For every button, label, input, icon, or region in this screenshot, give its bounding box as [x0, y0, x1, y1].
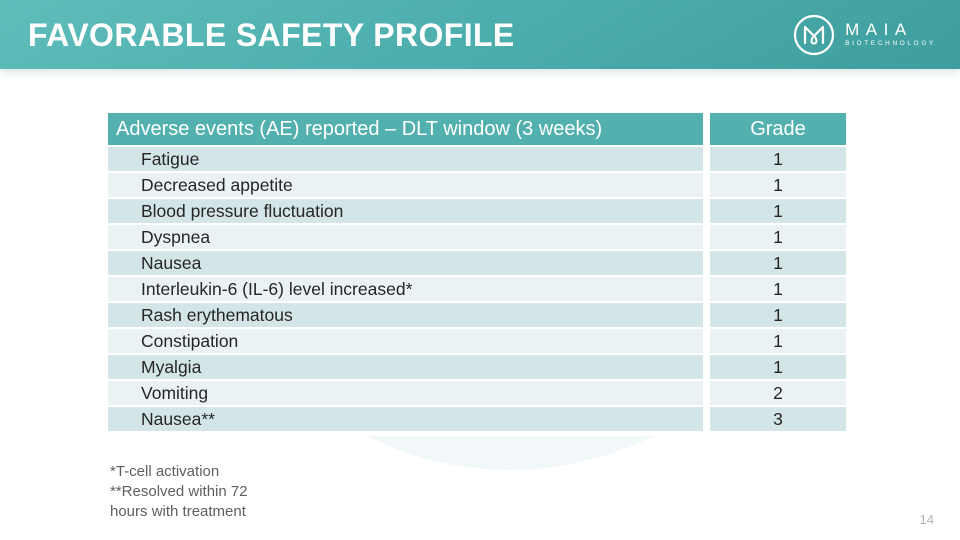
table-row: Myalgia 1 [108, 355, 846, 379]
footnote-tcell: *T-cell activation [110, 463, 220, 480]
grade-cell: 1 [710, 251, 846, 275]
grade-cell: 1 [710, 199, 846, 223]
slide-title: FAVORABLE SAFETY PROFILE [28, 17, 515, 53]
grade-cell: 1 [710, 329, 846, 353]
table-row: Rash erythematous 1 [108, 303, 846, 327]
maia-logo: MAIA BIOTECHNOLOGY [792, 13, 936, 57]
event-cell: Fatigue [108, 147, 703, 171]
column-divider [703, 147, 710, 171]
grade-cell: 1 [710, 277, 846, 301]
maia-logo-icon [792, 13, 836, 57]
grade-column-header: Grade [710, 113, 846, 145]
column-divider [703, 381, 710, 405]
column-divider [703, 251, 710, 275]
column-divider [703, 407, 710, 431]
event-cell: Decreased appetite [108, 173, 703, 197]
column-divider [703, 355, 710, 379]
table-row: Blood pressure fluctuation 1 [108, 199, 846, 223]
page-number: 14 [919, 512, 934, 527]
event-cell: Vomiting [108, 381, 703, 405]
table-row: Constipation 1 [108, 329, 846, 353]
event-cell: Myalgia [108, 355, 703, 379]
grade-cell: 1 [710, 173, 846, 197]
column-divider [703, 199, 710, 223]
logo-subtitle-text: BIOTECHNOLOGY [845, 40, 936, 47]
table-header-row: Adverse events (AE) reported – DLT windo… [108, 113, 846, 145]
table-row: Decreased appetite 1 [108, 173, 846, 197]
column-divider [703, 113, 710, 145]
column-divider [703, 173, 710, 197]
footnotes: *T-cell activation **Resolved within 72 … [110, 462, 288, 522]
column-divider [703, 277, 710, 301]
watermark-ring-decoration [0, 436, 960, 540]
table-row: Nausea** 3 [108, 407, 846, 431]
column-divider [703, 303, 710, 327]
table-row: Interleukin-6 (IL-6) level increased* 1 [108, 277, 846, 301]
logo-brand-text: MAIA [845, 20, 913, 39]
event-cell: Nausea** [108, 407, 703, 431]
adverse-events-table: Adverse events (AE) reported – DLT windo… [108, 113, 846, 433]
table-row: Fatigue 1 [108, 147, 846, 171]
event-cell: Interleukin-6 (IL-6) level increased* [108, 277, 703, 301]
grade-cell: 1 [710, 303, 846, 327]
table-row: Nausea 1 [108, 251, 846, 275]
grade-cell: 2 [710, 381, 846, 405]
grade-cell: 1 [710, 225, 846, 249]
event-cell: Rash erythematous [108, 303, 703, 327]
event-cell: Dyspnea [108, 225, 703, 249]
grade-cell: 1 [710, 147, 846, 171]
events-column-header: Adverse events (AE) reported – DLT windo… [108, 113, 703, 145]
grade-cell: 3 [710, 407, 846, 431]
table-row: Vomiting 2 [108, 381, 846, 405]
grade-cell: 1 [710, 355, 846, 379]
title-banner: FAVORABLE SAFETY PROFILE MAIA BIOTECHNOL… [0, 0, 960, 69]
footnote-resolved: **Resolved within 72 hours with treatmen… [110, 483, 248, 520]
event-cell: Blood pressure fluctuation [108, 199, 703, 223]
event-cell: Constipation [108, 329, 703, 353]
column-divider [703, 225, 710, 249]
event-cell: Nausea [108, 251, 703, 275]
table-row: Dyspnea 1 [108, 225, 846, 249]
column-divider [703, 329, 710, 353]
